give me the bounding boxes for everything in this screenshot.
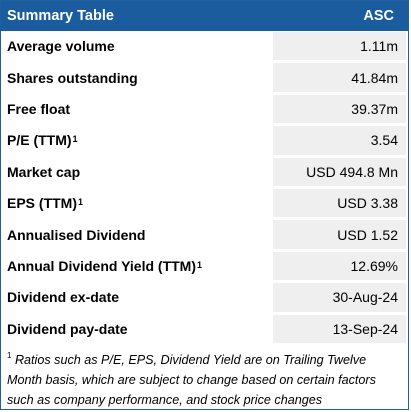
table-row: Annual Dividend Yield (TTM) 1 12.69%	[1, 250, 408, 283]
row-label: Market cap	[1, 156, 271, 187]
table-row: Shares outstanding 41.84m	[1, 62, 408, 94]
row-value: 1.11m	[273, 32, 406, 61]
table-title: Summary Table	[7, 8, 114, 24]
row-value: 12.69%	[273, 251, 406, 281]
row-label: Dividend ex-date	[1, 282, 271, 313]
row-label: Annualised Dividend	[1, 219, 271, 250]
row-label: Annual Dividend Yield (TTM) 1	[1, 250, 271, 282]
table-row: Annualised Dividend USD 1.52	[1, 219, 408, 251]
footnote: 1 Ratios such as P/E, EPS, Dividend Yiel…	[7, 347, 402, 410]
row-label: P/E (TTM) 1	[1, 125, 271, 156]
row-value: USD 1.52	[273, 220, 406, 249]
table-body: Average volume 1.11m Shares outstanding …	[1, 31, 408, 345]
row-value: 39.37m	[273, 94, 406, 124]
table-row: Average volume 1.11m	[1, 31, 408, 63]
row-label: Shares outstanding	[1, 62, 271, 93]
row-label: Dividend pay-date	[1, 313, 271, 344]
row-value: 13-Sep-24	[273, 314, 406, 343]
footnote-text: Ratios such as P/E, EPS, Dividend Yield …	[7, 353, 376, 408]
ticker-symbol: ASC	[363, 8, 394, 24]
row-label: EPS (TTM) 1	[1, 187, 271, 219]
row-value: 41.84m	[273, 63, 406, 92]
table-row: P/E (TTM) 1 3.54	[1, 125, 408, 157]
row-value: 3.54	[273, 126, 406, 155]
row-value: 30-Aug-24	[273, 283, 406, 312]
footnote-marker: 1	[7, 351, 12, 360]
row-value: USD 3.38	[273, 188, 406, 218]
table-row: Dividend pay-date 13-Sep-24	[1, 313, 408, 345]
table-row: Market cap USD 494.8 Mn	[1, 156, 408, 188]
table-row: EPS (TTM) 1 USD 3.38	[1, 187, 408, 220]
table-header: Summary Table ASC	[1, 1, 408, 31]
row-label: Average volume	[1, 31, 271, 62]
table-row: Dividend ex-date 30-Aug-24	[1, 282, 408, 314]
row-value: USD 494.8 Mn	[273, 157, 406, 186]
table-row: Free float 39.37m	[1, 93, 408, 126]
row-label: Free float	[1, 93, 271, 125]
